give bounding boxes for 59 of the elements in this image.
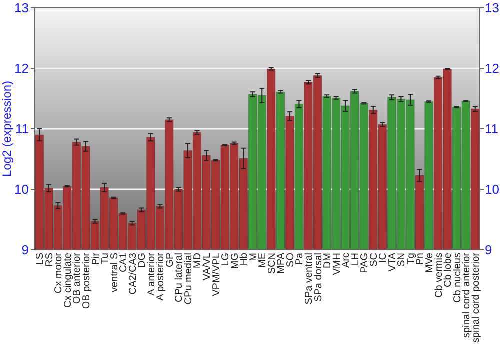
x-tick-label: Arc	[341, 253, 352, 268]
x-tick-label: CA2/CA3	[128, 252, 139, 295]
x-tick-label: CA1	[118, 252, 130, 272]
x-tick-label: VMH	[332, 253, 343, 276]
y-tick-label: 13	[14, 0, 29, 16]
x-tick-label: MVe	[424, 252, 436, 274]
y-tick-label: 10	[14, 182, 29, 198]
x-tick-label: Cb vermis	[434, 253, 445, 298]
x-tick-label: DG	[137, 252, 148, 268]
x-tick-label: MG	[230, 252, 241, 270]
x-tick-label: MD	[192, 253, 204, 269]
x-tick-label: SCN	[266, 253, 278, 274]
y2-tick-label: 10	[485, 182, 500, 198]
x-tick-label: SPa dorsal	[313, 253, 324, 302]
y-tick-label: 11	[16, 122, 29, 137]
x-tick-label: Cx motor	[54, 252, 65, 294]
y2-tick-label: 11	[485, 122, 498, 137]
x-tick-label: OB posterior	[81, 252, 92, 310]
x-tick-label: LH	[350, 253, 362, 266]
x-tick-label: Pn	[415, 253, 426, 266]
x-tick-label: spinal cord anterior	[462, 252, 473, 338]
x-tick-label: A posterior	[156, 252, 167, 301]
y-axis-title: Log2 (expression)	[0, 80, 14, 178]
x-tick-label: SPa ventral	[304, 253, 315, 305]
x-tick-label: ME	[258, 252, 269, 268]
x-tick-label: MPA	[276, 252, 288, 274]
x-tick-label: Cb lobe	[443, 252, 454, 288]
x-tick-label: SO	[285, 252, 296, 268]
x-tick-label: DM	[322, 253, 334, 269]
x-tick-label: ventral S	[109, 252, 120, 292]
x-tick-label: VTA	[387, 252, 398, 272]
x-tick-label: RS	[44, 252, 56, 267]
x-tick-label: A anterior	[146, 252, 158, 296]
x-tick-label: Pa	[294, 252, 306, 266]
x-tick-label: CPu lateral	[174, 253, 186, 302]
y2-tick-label: 13	[485, 0, 500, 16]
y2-tick-label: 12	[485, 61, 500, 76]
x-tick-label: SN	[396, 253, 408, 267]
x-tick-label: spinal cord posterior	[470, 252, 482, 344]
x-tick-label: LS	[35, 252, 46, 266]
x-tick-label: GP	[164, 252, 176, 268]
y-tick-label: 9	[22, 242, 29, 258]
x-tick-label: LG	[220, 252, 232, 266]
x-tick-label: PAG	[360, 252, 371, 274]
x-tick-label: Tu	[100, 253, 112, 264]
y2-tick-label: 9	[485, 242, 492, 258]
x-tick-label: Hb	[239, 252, 250, 266]
x-tick-label: Cx cingulate	[62, 252, 74, 308]
x-tick-label: Pir	[90, 252, 102, 266]
y-tick-label: 12	[14, 61, 29, 76]
x-tick-label: IC	[378, 253, 390, 263]
x-tick-label: CPu medial	[183, 253, 194, 305]
x-tick-label: Tg	[406, 253, 417, 265]
x-tick-label: OB anterior	[72, 252, 84, 304]
x-tick-label: VPM/VPL	[211, 252, 222, 296]
x-tick-label: Cb nucleus	[452, 253, 464, 304]
x-tick-label: M	[248, 253, 260, 262]
x-tick-label: SC	[368, 253, 380, 267]
x-tick-label: VA/VL	[202, 252, 214, 281]
